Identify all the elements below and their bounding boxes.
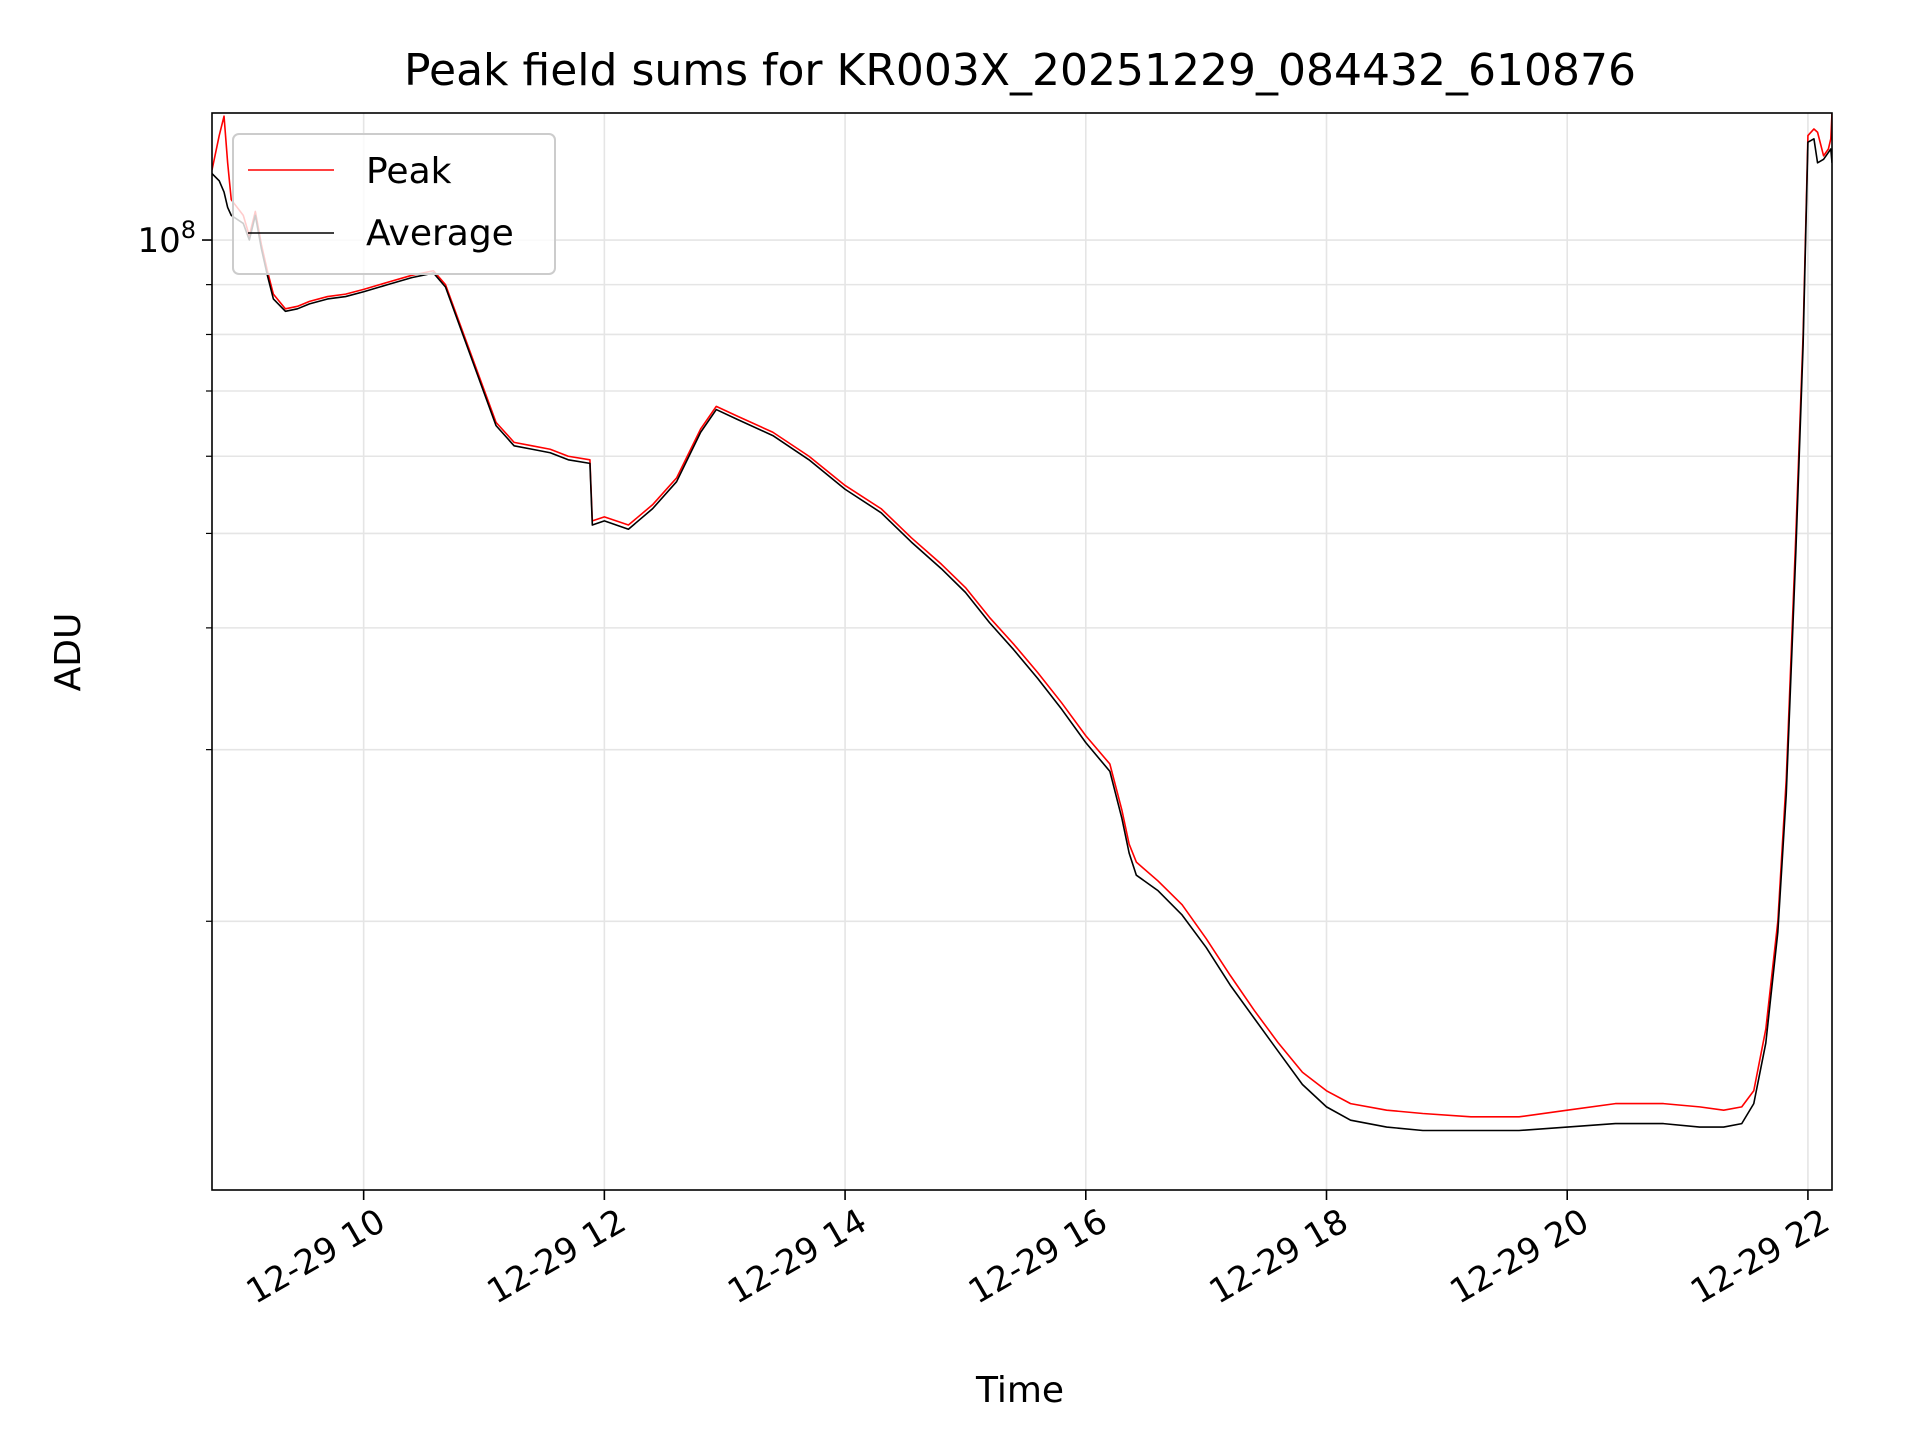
legend-label-peak: Peak (366, 151, 452, 192)
series-line-average (212, 138, 1832, 1132)
series-line-peak (212, 113, 1832, 1118)
y-tick-label: 108 (137, 216, 196, 261)
legend-label-average: Average (366, 213, 514, 254)
y-axis: 108 (137, 216, 212, 922)
chart-title: Peak field sums for KR003X_20251229_0844… (404, 45, 1636, 96)
axes-frame (211, 112, 1833, 1191)
x-axis-label: Time (975, 1370, 1064, 1411)
y-axis-label: ADU (48, 613, 89, 692)
legend-box (232, 133, 556, 275)
legend: Peak Average (232, 133, 556, 275)
plot-area (212, 113, 1832, 1132)
